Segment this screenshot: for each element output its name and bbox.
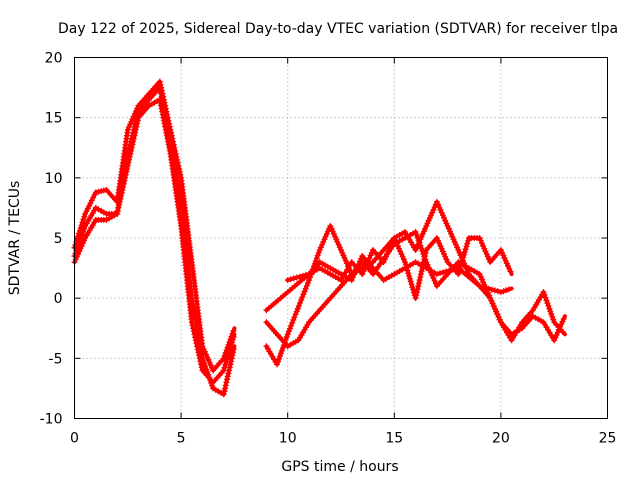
y-tick-label: -5 — [49, 351, 63, 367]
x-axis-title: GPS time / hours — [281, 459, 398, 475]
series-track-3 — [71, 96, 237, 386]
x-tick-label: 5 — [177, 431, 186, 447]
x-tick-labels: 0 5 10 15 20 25 — [70, 431, 616, 447]
series-markers — [71, 78, 237, 374]
series-track-1 — [71, 78, 237, 374]
series-track-2 — [71, 84, 237, 398]
x-tick-label: 0 — [70, 431, 79, 447]
series-track-6 — [263, 235, 514, 314]
plot-frame — [74, 57, 608, 419]
y-axis-title: SDTVAR / TECUs — [7, 181, 23, 296]
series-track-7 — [284, 253, 514, 296]
axis-ticks — [74, 57, 608, 419]
grid — [74, 57, 608, 419]
series-line — [72, 97, 237, 385]
y-tick-label: 0 — [54, 291, 63, 307]
series-markers — [71, 96, 237, 386]
y-tick-label: 10 — [45, 171, 63, 187]
series-markers — [71, 84, 237, 398]
x-tick-label: 10 — [279, 431, 297, 447]
series-markers — [284, 253, 512, 296]
series-line — [72, 85, 237, 397]
x-tick-label: 15 — [385, 431, 403, 447]
data-series — [71, 78, 567, 398]
y-tick-label: 15 — [45, 111, 63, 127]
y-tick-label: 5 — [54, 231, 63, 247]
y-tick-label: 20 — [45, 51, 63, 67]
series-line — [72, 79, 237, 373]
x-tick-label: 25 — [599, 431, 617, 447]
y-tick-labels: -10 -5 0 5 10 15 20 — [40, 51, 63, 428]
chart-title: Day 122 of 2025, Sidereal Day-to-day VTE… — [58, 21, 618, 37]
y-tick-label: -10 — [40, 412, 63, 428]
x-tick-label: 20 — [492, 431, 510, 447]
